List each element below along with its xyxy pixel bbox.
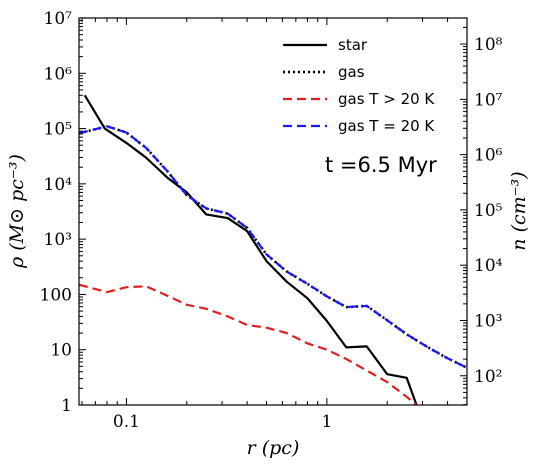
legend: star gas gas T > 20 K gas T = 20 K [283,36,435,135]
y-tick-label-0: 1 [61,396,72,416]
y-tick-label-7: 10⁷ [44,9,73,29]
y2-tick-label-1: 10³ [474,311,502,331]
legend-label-0: star [338,36,368,54]
time-annotation: t =6.5 Myr [325,153,437,177]
series-layer [79,94,467,405]
y-axis-label: ρ (M⊙ pc⁻³) [6,154,28,269]
y-tick-label-1: 10 [50,341,72,361]
legend-label-3: gas T = 20 K [338,117,435,135]
x-axis-label: r (pc) [247,437,300,459]
y-tick-label-5: 10⁵ [44,120,73,140]
y2-tick-label-3: 10⁵ [474,201,503,221]
plot-frame [78,17,468,406]
y2-tick-label-0: 10² [474,367,502,387]
y2-tick-label-2: 10⁴ [474,256,503,276]
x-tick-label-0: 0.1 [113,412,140,432]
y-tick-label-6: 10⁶ [44,64,73,84]
y2-tick-label-6: 10⁸ [474,35,503,55]
legend-label-2: gas T > 20 K [338,90,435,108]
y2-axis-label: n (cm⁻³) [508,171,530,250]
ticks-layer: 0.1 1 1 10 100 10³ 10⁴ 10⁵ 10⁶ 10⁷ 10² 10³ 10⁴ 10⁵ 10⁶… [40,9,503,432]
series-line-3 [79,125,467,369]
y-tick-label-3: 10³ [44,230,72,250]
legend-label-1: gas [338,63,365,81]
x-tick-label-1: 1 [321,412,332,432]
y2-tick-label-4: 10⁶ [474,146,503,166]
series-line-0 [83,94,418,405]
y2-tick-label-5: 10⁷ [474,90,503,110]
y-tick-label-4: 10⁴ [44,175,73,195]
y-tick-label-2: 100 [40,285,72,305]
series-line-2 [79,283,418,405]
